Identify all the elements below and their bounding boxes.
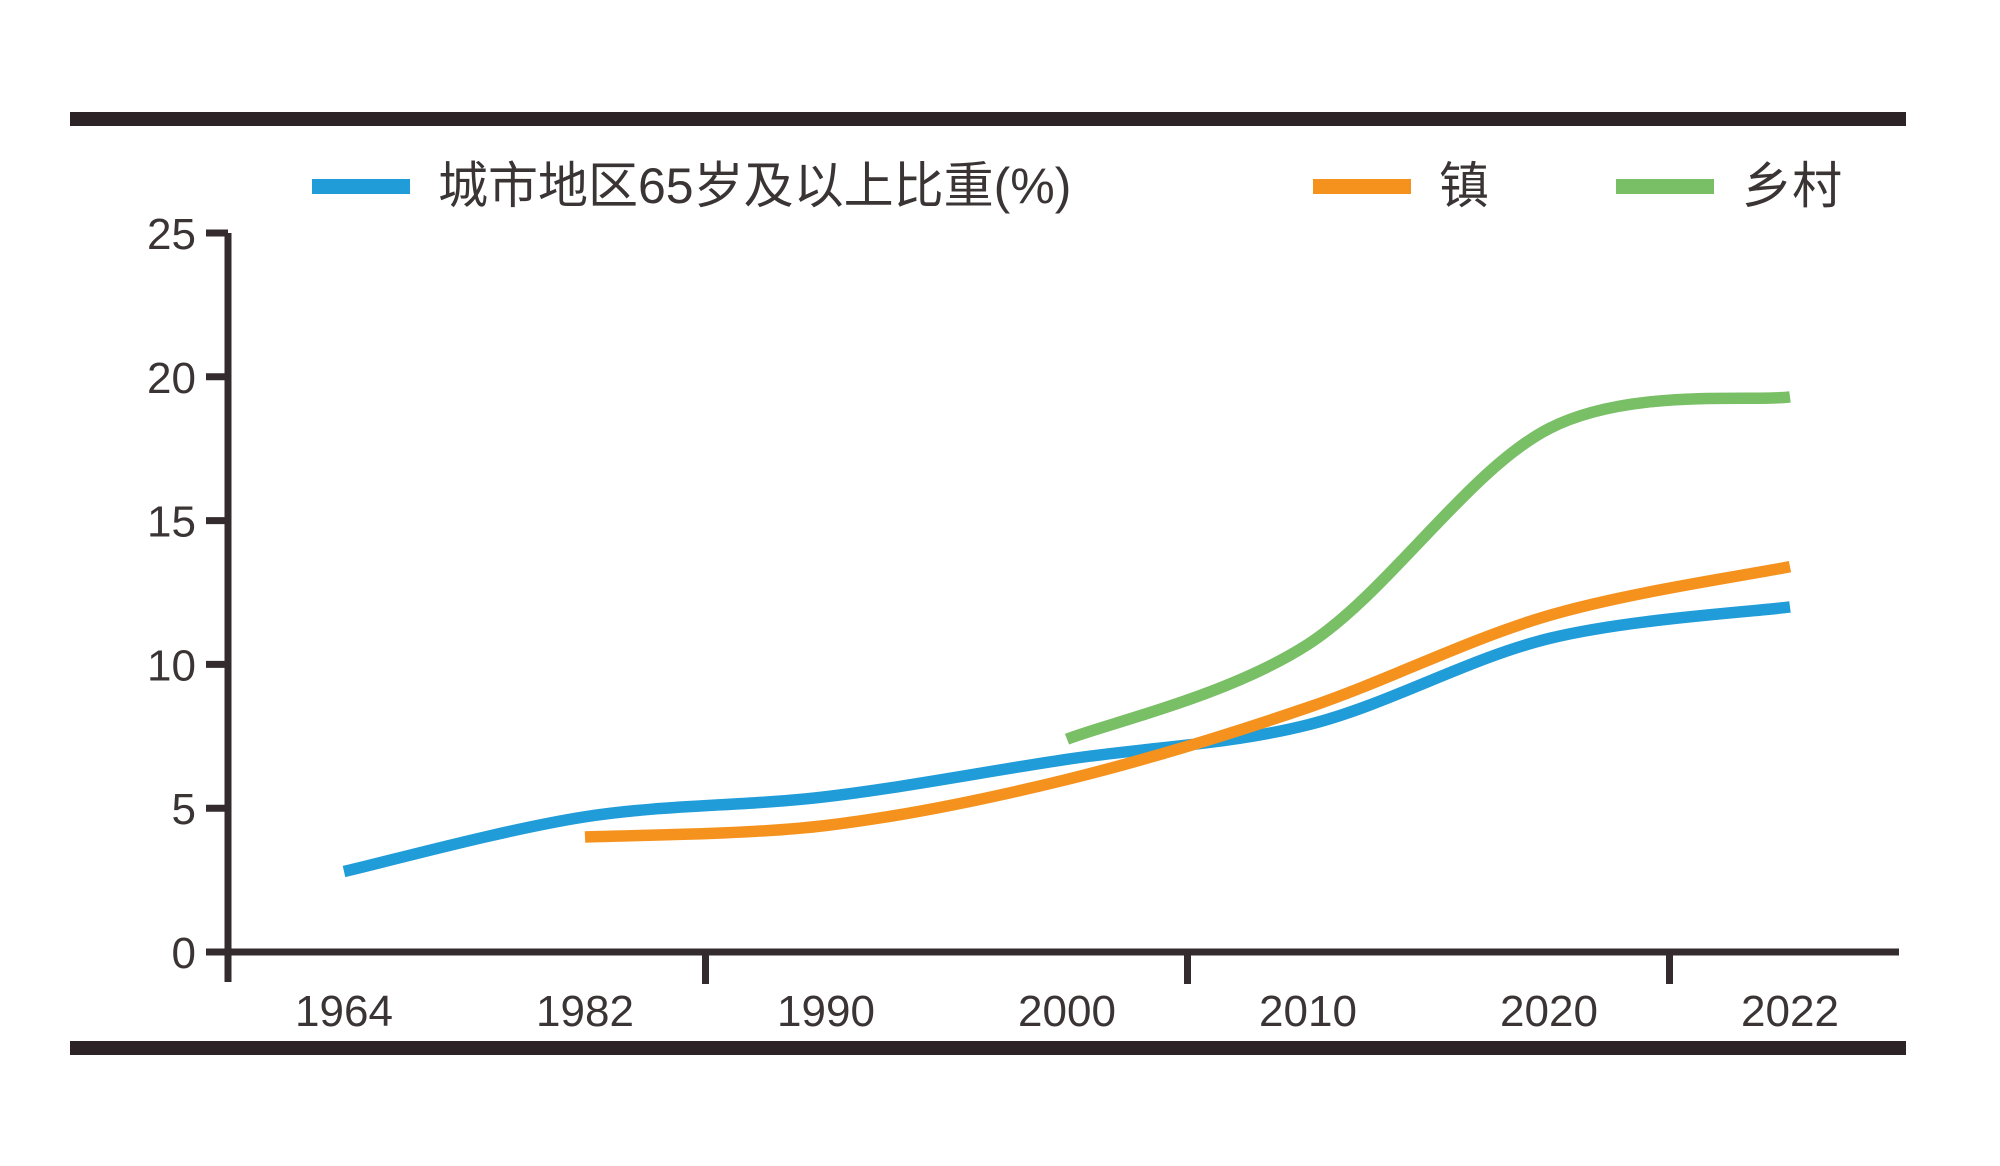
legend-item-urban: 城市地区65岁及以上比重(%) <box>312 156 1071 216</box>
series-line-0 <box>342 601 1791 878</box>
legend-item-town: 镇 <box>1313 156 1489 216</box>
legend-label-rural: 乡村 <box>1742 158 1842 214</box>
x-tick-label: 1982 <box>536 987 634 1036</box>
x-tick-label: 2010 <box>1259 987 1357 1036</box>
chart-legend: 城市地区65岁及以上比重(%) 镇 乡村 <box>0 156 2000 216</box>
x-tick-label: 1964 <box>295 987 393 1036</box>
rural-line-swatch-icon <box>1616 178 1714 194</box>
urban-line-swatch-icon <box>312 178 410 194</box>
series-line-2 <box>1064 391 1791 745</box>
legend-item-rural: 乡村 <box>1616 156 1842 216</box>
y-tick-label: 5 <box>172 785 196 834</box>
bottom-rule <box>70 1041 1906 1055</box>
y-tick-label: 20 <box>147 354 196 403</box>
y-tick-label: 25 <box>147 210 196 259</box>
x-tick-label: 2000 <box>1018 987 1116 1036</box>
legend-label-urban: 城市地区65岁及以上比重(%) <box>438 158 1072 214</box>
y-tick-label: 0 <box>172 929 196 978</box>
series-line-1 <box>584 560 1792 843</box>
x-tick-label: 2020 <box>1500 987 1598 1036</box>
town-line-swatch-icon <box>1313 178 1411 194</box>
legend-label-town: 镇 <box>1439 158 1489 214</box>
x-tick-label: 2022 <box>1741 987 1839 1036</box>
y-tick-label: 15 <box>147 498 196 547</box>
x-tick-label: 1990 <box>777 987 875 1036</box>
y-tick-label: 10 <box>147 641 196 690</box>
top-rule <box>70 112 1906 126</box>
